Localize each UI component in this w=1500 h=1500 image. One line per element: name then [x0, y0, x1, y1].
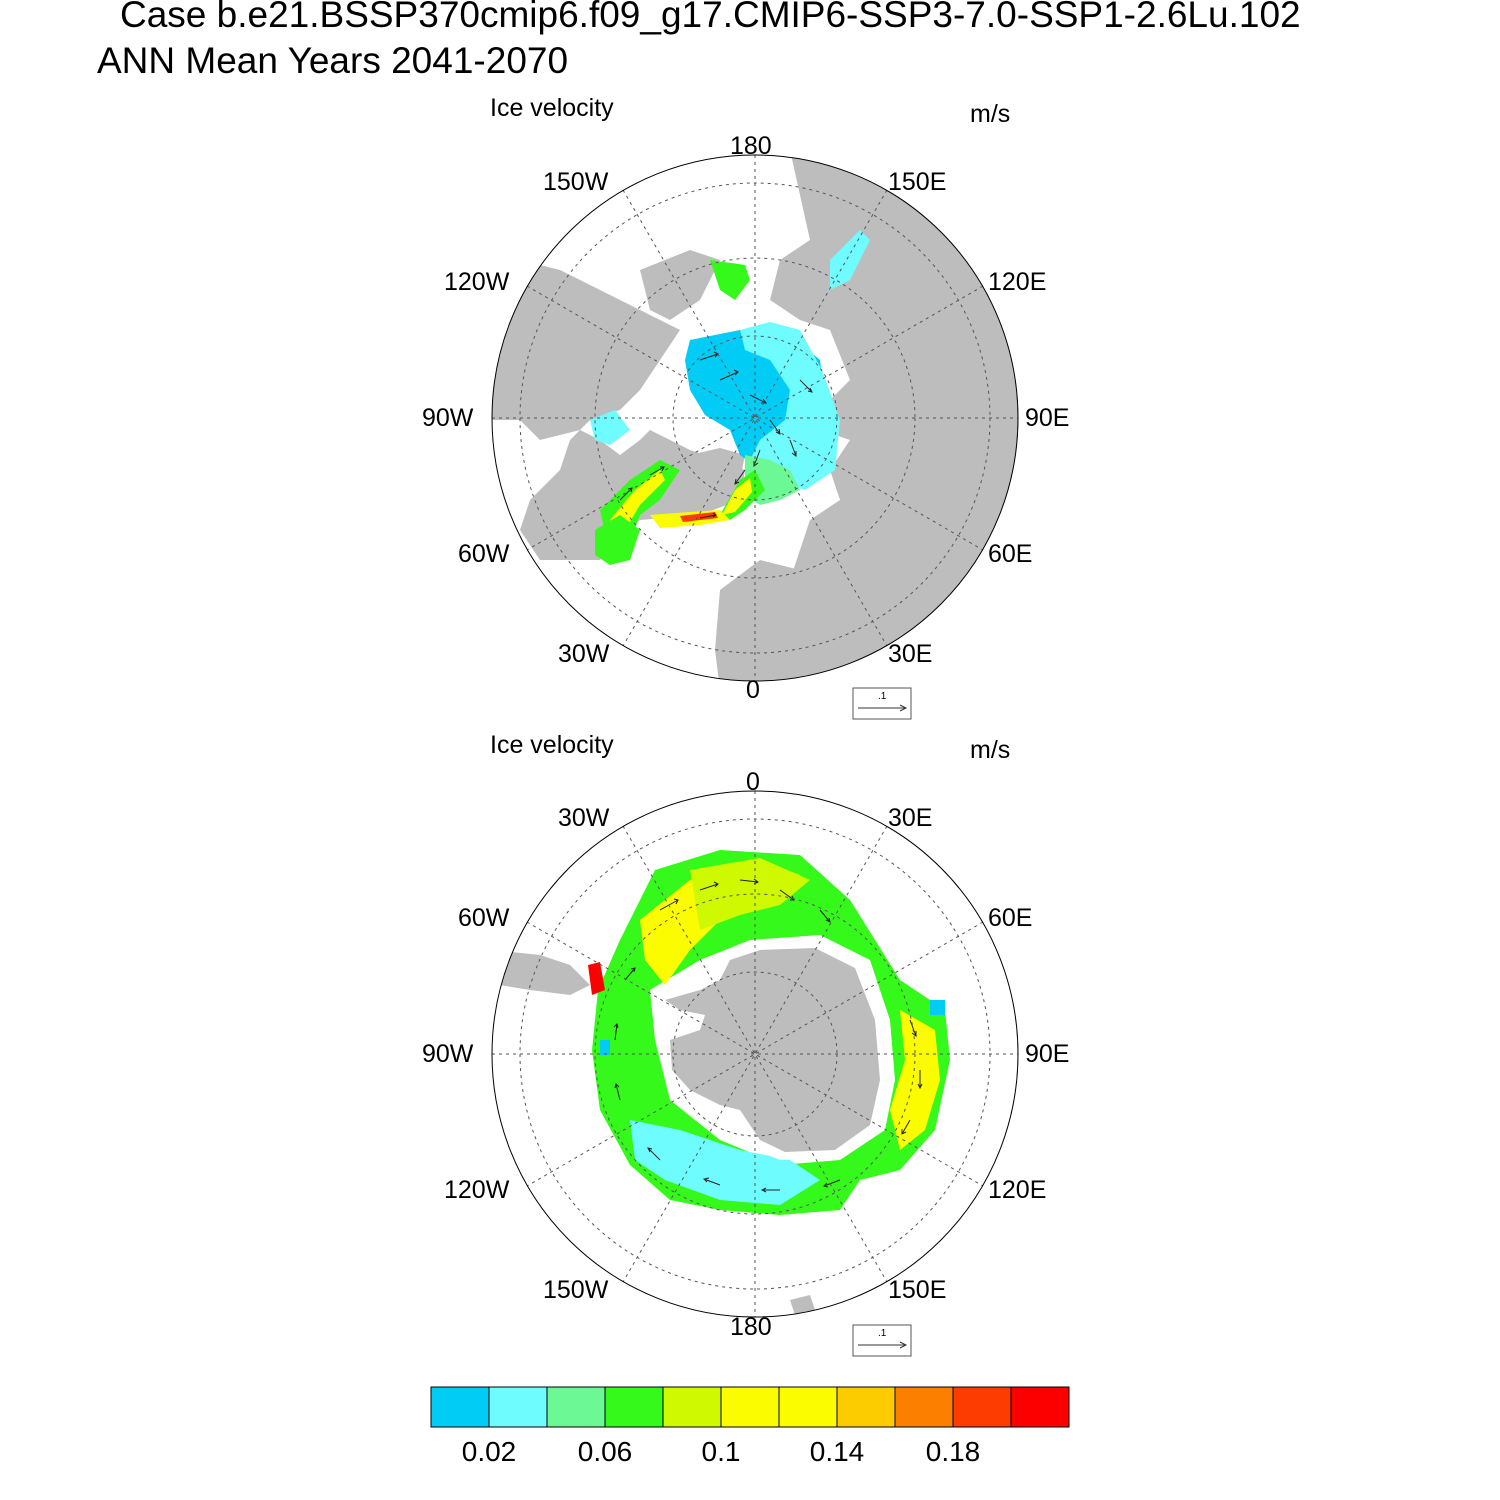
north-panel: Ice velocity m/s: [422, 94, 1069, 720]
colorbar-tick-label: 0.1: [702, 1436, 741, 1467]
south-lon-label: 180: [730, 1313, 772, 1341]
north-land-scandinavia: [715, 560, 880, 681]
south-ice-ross-sea: [630, 1120, 820, 1205]
south-lon-label: 150W: [543, 1276, 609, 1304]
north-lon-label: 30E: [888, 640, 932, 668]
south-ice-amery-band: [890, 1010, 940, 1150]
north-lon-label: 60E: [988, 540, 1032, 568]
colorbar-swatch: [952, 1386, 1012, 1428]
north-ice-outer: [740, 322, 840, 490]
south-land-new-zealand: [790, 1295, 815, 1315]
south-map-boundary: [491, 790, 1019, 1318]
south-land-south-america: [492, 950, 590, 995]
north-lon-label: 90W: [422, 404, 474, 432]
colorbar-swatch: [488, 1386, 548, 1428]
north-ice-labrador: [595, 515, 640, 565]
north-ice-hudson: [590, 410, 630, 445]
south-lon-label: 90W: [422, 1040, 474, 1068]
south-lon-label: 30W: [558, 804, 610, 832]
north-lon-label: 180: [730, 132, 772, 160]
colorbar-swatch: [546, 1386, 606, 1428]
period-title: ANN Mean Years 2041-2070: [97, 40, 569, 81]
north-land-alaska: [640, 250, 720, 320]
south-graticule: [492, 791, 1018, 1317]
south-lon-label: 60W: [458, 904, 510, 932]
north-lon-label: 90E: [1025, 404, 1069, 432]
colorbar-tick-label: 0.02: [462, 1436, 517, 1467]
south-ice-vectors: [613, 878, 923, 1193]
north-left-string: Ice velocity: [490, 94, 614, 122]
case-title: Case b.e21.BSSP370cmip6.f09_g17.CMIP6-SS…: [120, 0, 1301, 35]
south-lon-label: 120E: [988, 1176, 1046, 1204]
south-lon-label: 60E: [988, 904, 1032, 932]
south-lon-label: 150E: [888, 1276, 946, 1304]
north-lon-label: 60W: [458, 540, 510, 568]
colorbar-swatch: [778, 1386, 838, 1428]
north-units: m/s: [970, 100, 1010, 128]
south-ref-vector-label: .1: [878, 1328, 887, 1339]
north-lon-label: 120E: [988, 268, 1046, 296]
colorbar: 0.02 0.06 0.1 0.14 0.18: [430, 1386, 1070, 1467]
north-ice-east-greenland: [722, 478, 752, 515]
north-ice-baffin-fast: [610, 470, 665, 530]
north-lon-label: 150E: [888, 168, 946, 196]
south-lon-label: 120W: [444, 1176, 510, 1204]
south-lon-label: 0: [746, 768, 760, 796]
colorbar-swatch: [1010, 1386, 1070, 1428]
colorbar-swatch: [430, 1386, 490, 1428]
north-lon-label: 0: [746, 676, 760, 704]
north-ref-vector-label: .1: [878, 691, 887, 702]
north-map-field: [492, 155, 1018, 681]
colorbar-swatch: [720, 1386, 780, 1428]
colorbar-swatch: [604, 1386, 664, 1428]
north-lon-label: 120W: [444, 268, 510, 296]
south-lon-label: 90E: [1025, 1040, 1069, 1068]
south-lon-label: 30E: [888, 804, 932, 832]
south-panel: Ice velocity m/s: [422, 731, 1069, 1357]
north-ice-denmark-strait-peak: [680, 512, 718, 522]
colorbar-swatch: [836, 1386, 896, 1428]
colorbar-tick-label: 0.06: [578, 1436, 633, 1467]
colorbar-swatch: [894, 1386, 954, 1428]
north-reference-vector: .1: [852, 687, 912, 720]
north-lon-label: 30W: [558, 640, 610, 668]
south-reference-vector: .1: [852, 1324, 912, 1357]
south-map-field: [492, 791, 1018, 1317]
north-graticule: [492, 155, 1018, 681]
north-land-greenland: [650, 448, 745, 518]
north-ice-okhotsk: [830, 230, 870, 290]
south-units: m/s: [970, 736, 1010, 764]
north-map-boundary: [491, 154, 1019, 682]
south-land-antarctica: [665, 948, 880, 1152]
colorbar-tick-label: 0.14: [810, 1436, 865, 1467]
south-ice-drake-peak: [588, 962, 605, 995]
colorbar-swatch: [662, 1386, 722, 1428]
colorbar-tick-label: 0.18: [926, 1436, 981, 1467]
south-left-string: Ice velocity: [490, 731, 614, 759]
north-ice-bering: [710, 260, 750, 300]
north-ice-vectors: [619, 351, 813, 519]
north-land-siberia: [760, 155, 1018, 681]
south-ice-weddell-outer: [690, 858, 810, 930]
north-lon-label: 150W: [543, 168, 609, 196]
